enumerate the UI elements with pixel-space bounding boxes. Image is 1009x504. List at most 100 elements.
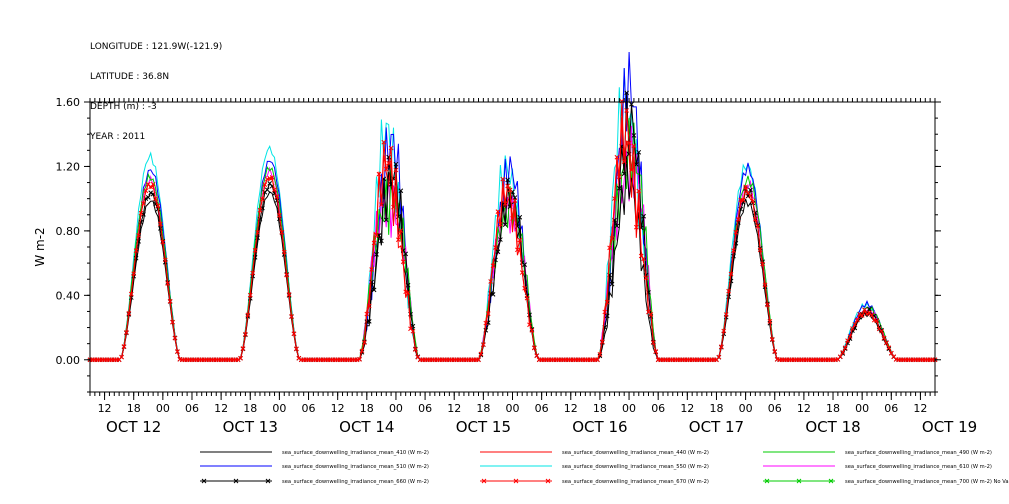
year-text: YEAR : 2011 [90, 132, 146, 142]
y-tick-label: 1.20 [56, 160, 81, 173]
series-marker-7 [599, 339, 605, 345]
series-marker-7 [379, 202, 384, 208]
series-marker-7 [362, 340, 367, 346]
x-tick-label: 00 [622, 402, 636, 415]
series-marker-7 [755, 223, 761, 229]
y-tick-label: 0.80 [56, 225, 81, 238]
series-marker-7 [369, 267, 375, 272]
series-marker-6 [145, 195, 151, 200]
x-tick-label: 18 [826, 402, 840, 415]
series-marker-7 [869, 312, 875, 318]
series-marker-7 [277, 213, 282, 218]
series-marker-7 [155, 203, 161, 208]
series-marker-6 [726, 294, 731, 300]
series-marker-7 [735, 217, 741, 222]
series-marker-7 [859, 313, 865, 318]
series-marker-7 [748, 193, 753, 199]
plot-header: LONGITUDE : 121.9W(-121.9) LATITUDE : 36… [90, 22, 222, 152]
series-marker-6 [609, 281, 615, 287]
series-marker-7 [364, 311, 370, 317]
series-marker-6 [264, 187, 270, 193]
series-marker-7 [604, 299, 610, 305]
series-marker-6 [631, 133, 637, 138]
x-tick-label: 18 [709, 402, 723, 415]
series-marker-7 [614, 154, 620, 160]
x-tick-label: 06 [418, 402, 432, 415]
series-marker-7 [626, 140, 632, 146]
series-marker-6 [624, 90, 629, 96]
series-marker-7 [478, 351, 484, 357]
legend-marker-7 [513, 478, 519, 484]
series-marker-7 [124, 330, 129, 335]
series-marker-7 [359, 348, 365, 354]
series-marker-7 [884, 340, 889, 346]
series-marker-7 [621, 159, 627, 165]
series-marker-7 [260, 196, 265, 202]
series-marker-7 [138, 210, 144, 216]
series-marker-7 [150, 181, 156, 187]
series-marker-7 [126, 311, 132, 316]
series-marker-7 [245, 312, 251, 318]
series-marker-7 [743, 184, 748, 190]
series-marker-7 [505, 183, 510, 189]
series-marker-7 [250, 270, 256, 276]
series-marker-6 [379, 238, 384, 244]
x-tick-label: 00 [506, 402, 520, 415]
series-marker-7 [762, 282, 768, 288]
x-tick-label: 12 [913, 402, 927, 415]
series-marker-7 [534, 353, 540, 359]
series-marker-7 [723, 312, 729, 317]
series-marker-7 [524, 295, 530, 301]
series-marker-7 [864, 311, 870, 317]
x-tick-label: 06 [185, 402, 199, 415]
latitude-text: LATITUDE : 36.8N [90, 72, 170, 82]
x-tick-label: 18 [360, 402, 374, 415]
series-marker-7 [274, 194, 280, 199]
x-day-label: OCT 12 [106, 418, 161, 436]
series-marker-7 [396, 237, 401, 243]
series-marker-7 [760, 261, 765, 267]
series-marker-7 [845, 338, 850, 343]
series-marker-6 [633, 162, 639, 167]
series-marker-6 [641, 213, 646, 219]
series-marker-7 [721, 328, 727, 334]
x-tick-label: 00 [389, 402, 403, 415]
x-day-label: OCT 13 [223, 418, 278, 436]
axes-layer: 0.00 0.40 0.80 1.20 1.60 W m-2 12 18 00 06 12 18 00 0… [33, 96, 977, 436]
legend: sea_surface_downwelling_irradiance_mean_… [200, 450, 1009, 485]
series-marker-7 [121, 344, 127, 349]
x-tick-label: 12 [98, 402, 112, 415]
series-marker-7 [257, 207, 263, 213]
series-marker-7 [160, 239, 166, 245]
series-marker-6 [621, 171, 627, 177]
series-marker-7 [616, 174, 622, 180]
series-marker-7 [483, 320, 489, 326]
x-tick-label: 12 [564, 402, 578, 415]
series-marker-7 [381, 139, 387, 145]
series-marker-7 [850, 326, 855, 331]
series-marker-7 [383, 166, 389, 172]
legend-marker-6 [265, 478, 271, 484]
x-tick-label: 06 [302, 402, 316, 415]
series-line-0 [90, 156, 935, 361]
series-marker-6 [158, 226, 163, 231]
series-marker-6 [371, 287, 377, 293]
x-tick-label: 00 [156, 402, 170, 415]
series-marker-7 [495, 209, 501, 214]
series-marker-7 [119, 354, 124, 360]
series-marker-7 [269, 175, 275, 180]
x-day-label: OCT 16 [572, 418, 627, 436]
x-tick-label: 18 [243, 402, 257, 415]
series-marker-6 [604, 313, 610, 319]
series-marker-6 [502, 222, 508, 228]
series-marker-7 [388, 145, 394, 151]
series-marker-7 [767, 319, 773, 324]
series-marker-7 [629, 167, 634, 173]
series-marker-7 [527, 322, 532, 328]
series-marker-7 [296, 355, 302, 361]
series-marker-7 [728, 271, 734, 277]
x-tick-label: 06 [651, 402, 665, 415]
series-marker-7 [740, 197, 746, 203]
series-marker-6 [405, 282, 411, 288]
series-marker-6 [148, 190, 154, 196]
